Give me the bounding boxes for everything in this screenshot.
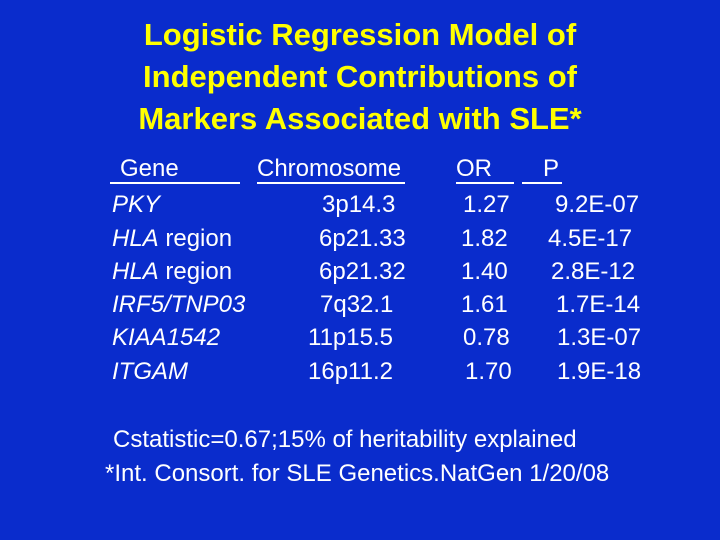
citation-note: *Int. Consort. for SLE Genetics.NatGen 1… [105,460,610,487]
gene-name: HLA [112,258,159,285]
title-line: Markers Associated with SLE* [138,101,582,136]
gene-suffix: region [158,258,233,285]
p-cell: 4.5E-17 [548,225,633,252]
header-or: OR [456,156,514,184]
gene-name: ITGAM [112,358,188,385]
statistic-note: Cstatistic=0.67;15% of heritability expl… [113,426,577,453]
header-chromosome: Chromosome [257,156,405,184]
gene-name: IRF5/TNP03 [112,291,246,318]
chromosome-cell: 3p14.3 [322,191,396,218]
gene-cell: IRF5/TNP03 [112,291,245,319]
gene-cell: ITGAM [112,358,188,386]
gene-name: HLA [112,225,159,252]
gene-suffix: region [158,225,233,252]
gene-name: PKY [112,191,161,218]
or-cell: 1.70 [465,358,512,385]
title-line: Logistic Regression Model of [143,17,577,52]
gene-cell: KIAA1542 [112,324,220,352]
p-cell: 1.7E-14 [556,291,641,318]
or-cell: 1.27 [463,191,510,218]
gene-name: KIAA1542 [112,324,221,351]
or-cell: 0.78 [463,324,510,351]
header-p: P [522,156,562,184]
p-cell: 9.2E-07 [555,191,640,218]
or-cell: 1.82 [461,225,508,252]
or-cell: 1.61 [461,291,508,318]
or-cell: 1.40 [461,258,508,285]
p-cell: 2.8E-12 [551,258,636,285]
title-line: Independent Contributions of [143,59,577,94]
gene-cell: HLA region [112,225,232,253]
chromosome-cell: 6p21.33 [319,225,406,252]
chromosome-cell: 6p21.32 [319,258,406,285]
slide-title: Logistic Regression Model of Independent… [0,14,720,140]
chromosome-cell: 7q32.1 [320,291,394,318]
gene-cell: PKY [112,191,160,219]
gene-cell: HLA region [112,258,232,286]
chromosome-cell: 11p15.5 [308,324,393,351]
chromosome-cell: 16p11.2 [308,358,393,385]
header-gene: Gene [110,156,240,184]
p-cell: 1.9E-18 [557,358,642,385]
p-cell: 1.3E-07 [557,324,642,351]
